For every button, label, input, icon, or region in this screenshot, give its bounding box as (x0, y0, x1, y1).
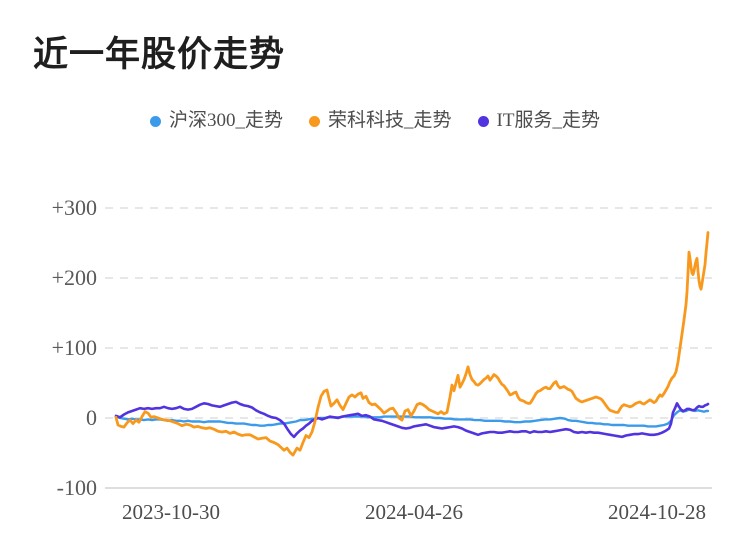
legend: 沪深300_走势 荣科科技_走势 IT服务_走势 (0, 109, 750, 133)
y-tick-label: +300 (51, 195, 97, 220)
x-tick-label: 2024-04-26 (365, 500, 463, 524)
y-tick-label: +100 (51, 335, 97, 360)
legend-dot-icon (150, 115, 162, 127)
legend-label: 沪深300_走势 (169, 110, 284, 131)
legend-label: 荣科科技_走势 (328, 110, 452, 131)
legend-dot-icon (309, 115, 321, 127)
y-tick-label: -100 (56, 475, 97, 500)
chart-title: 近一年股价走势 (33, 35, 286, 74)
legend-label: IT服务_走势 (496, 110, 600, 131)
legend-item-荣科科技_走势[interactable]: 荣科科技_走势 (309, 109, 452, 133)
x-tick-label: 2024-10-28 (608, 500, 706, 524)
y-tick-label: 0 (86, 405, 97, 430)
legend-dot-icon (477, 115, 489, 127)
y-tick-label: +200 (51, 265, 97, 290)
series-line-IT服务_走势 (114, 400, 710, 439)
legend-item-沪深300_走势[interactable]: 沪深300_走势 (150, 109, 283, 133)
series-line-荣科科技_走势 (114, 231, 710, 457)
x-tick-label: 2023-10-30 (122, 500, 220, 524)
legend-item-IT服务_走势[interactable]: IT服务_走势 (477, 109, 600, 133)
series-line-沪深300_走势 (114, 408, 710, 428)
